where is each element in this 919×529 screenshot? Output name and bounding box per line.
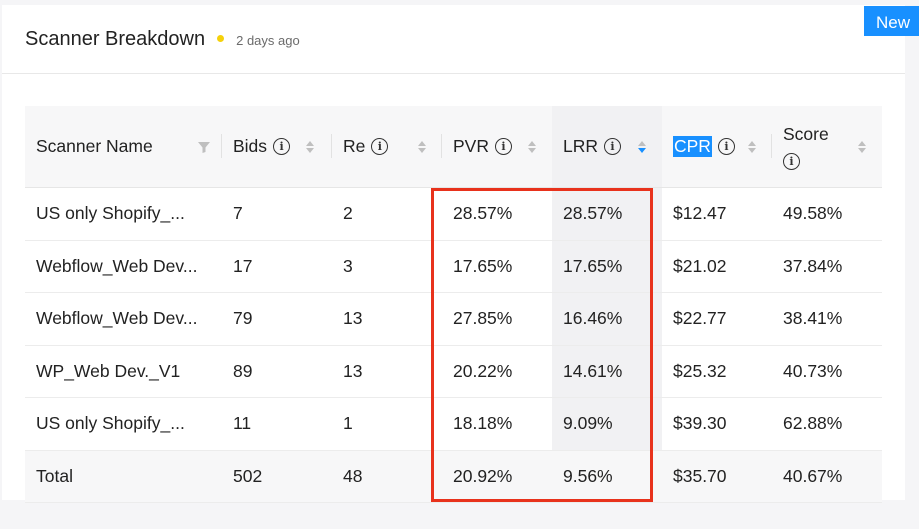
table-row[interactable]: Webflow_Web Dev... 17 3 17.65% 17.65% $2… — [25, 240, 882, 293]
column-header-cpr[interactable]: CPR i — [662, 106, 772, 187]
cell-re: 13 — [343, 360, 363, 381]
cell-pvr: 18.18% — [453, 413, 513, 434]
cell-pvr: 28.57% — [453, 203, 513, 224]
column-label: Bids — [233, 136, 268, 156]
cell-score: 37.84% — [783, 255, 843, 276]
cell-score: 62.88% — [783, 413, 843, 434]
cell-bids: 17 — [233, 255, 253, 276]
cell-lrr: 16.46% — [552, 293, 662, 345]
filter-icon[interactable] — [197, 140, 211, 154]
cell-cpr: $22.77 — [673, 308, 727, 329]
column-header-bids[interactable]: Bids i — [222, 106, 332, 187]
info-icon[interactable]: i — [717, 138, 735, 155]
table-row[interactable]: US only Shopify_... 11 1 18.18% 9.09% $3… — [25, 398, 882, 451]
sort-icon[interactable] — [748, 140, 756, 153]
column-header-scanner-name[interactable]: Scanner Name — [25, 106, 222, 187]
cell-cpr: $25.32 — [673, 360, 727, 381]
cell-total-cpr: $35.70 — [673, 465, 727, 486]
cell-cpr: $12.47 — [673, 203, 727, 224]
cell-lrr: 9.09% — [552, 398, 662, 450]
annotation-highlight-box — [431, 188, 653, 502]
card-title: Scanner Breakdown — [25, 27, 206, 50]
table-row[interactable]: US only Shopify_... 7 2 28.57% 28.57% $1… — [25, 188, 882, 241]
column-label: LRR — [563, 136, 599, 156]
sort-icon[interactable] — [418, 140, 426, 153]
cell-cpr: $39.30 — [673, 413, 727, 434]
column-label: Scanner Name — [36, 136, 153, 156]
cell-bids: 11 — [233, 413, 252, 434]
cell-pvr: 27.85% — [453, 308, 513, 329]
column-label: Re — [343, 136, 366, 156]
column-header-score[interactable]: Score i — [772, 106, 882, 187]
scanner-table: Scanner Name Bids i Re i PVR i LRR i — [25, 106, 882, 503]
cell-total-score: 40.67% — [783, 465, 843, 486]
cell-total-re: 48 — [343, 465, 363, 486]
sort-icon[interactable] — [306, 140, 314, 153]
column-label: PVR — [453, 136, 489, 156]
card-header: Scanner Breakdown 2 days ago — [2, 5, 905, 74]
cell-pvr: 17.65% — [453, 255, 513, 276]
cell-cpr: $21.02 — [673, 255, 727, 276]
cell-re: 1 — [343, 413, 353, 434]
status-dot — [217, 34, 225, 42]
cell-scanner-name: US only Shopify_... — [36, 413, 185, 434]
cell-lrr: 28.57% — [552, 188, 662, 240]
cell-total-label: Total — [36, 465, 73, 486]
info-icon[interactable]: i — [273, 138, 291, 155]
cell-bids: 89 — [233, 360, 253, 381]
cell-scanner-name: Webflow_Web Dev... — [36, 308, 198, 329]
cell-bids: 7 — [233, 203, 243, 224]
column-label: Score — [783, 123, 829, 144]
column-header-pvr[interactable]: PVR i — [442, 106, 552, 187]
cell-total-pvr: 20.92% — [453, 465, 513, 486]
cell-scanner-name: Webflow_Web Dev... — [36, 255, 198, 276]
table-total-row: Total 502 48 20.92% 9.56% $35.70 40.67% — [25, 450, 882, 503]
updated-timestamp: 2 days ago — [236, 33, 300, 48]
cell-score: 49.58% — [783, 203, 843, 224]
cell-score: 40.73% — [783, 360, 843, 381]
column-header-re[interactable]: Re i — [332, 106, 442, 187]
cell-total-bids: 502 — [233, 465, 263, 486]
info-icon[interactable]: i — [371, 138, 389, 155]
sort-icon[interactable] — [858, 140, 866, 153]
cell-bids: 79 — [233, 308, 253, 329]
info-icon[interactable]: i — [604, 138, 622, 155]
cell-lrr: 14.61% — [552, 345, 662, 397]
cell-scanner-name: WP_Web Dev._V1 — [36, 360, 181, 381]
cell-scanner-name: US only Shopify_... — [36, 203, 185, 224]
table-header-row: Scanner Name Bids i Re i PVR i LRR i — [25, 106, 882, 188]
sort-descending-icon[interactable] — [638, 140, 646, 153]
column-header-lrr[interactable]: LRR i — [552, 106, 662, 187]
cell-total-lrr: 9.56% — [563, 465, 613, 486]
sort-icon[interactable] — [528, 140, 536, 153]
cell-score: 38.41% — [783, 308, 843, 329]
column-label-selected: CPR — [673, 136, 712, 157]
info-icon[interactable]: i — [494, 138, 512, 155]
cell-re: 2 — [343, 203, 353, 224]
table-row[interactable]: Webflow_Web Dev... 79 13 27.85% 16.46% $… — [25, 293, 882, 346]
table-row[interactable]: WP_Web Dev._V1 89 13 20.22% 14.61% $25.3… — [25, 345, 882, 398]
cell-pvr: 20.22% — [453, 360, 513, 381]
new-button[interactable]: New — [864, 6, 919, 36]
info-icon[interactable]: i — [783, 152, 800, 170]
cell-lrr: 17.65% — [552, 240, 662, 292]
cell-re: 3 — [343, 255, 353, 276]
scanner-breakdown-card: Scanner Breakdown 2 days ago — [2, 5, 905, 500]
cell-re: 13 — [343, 308, 363, 329]
